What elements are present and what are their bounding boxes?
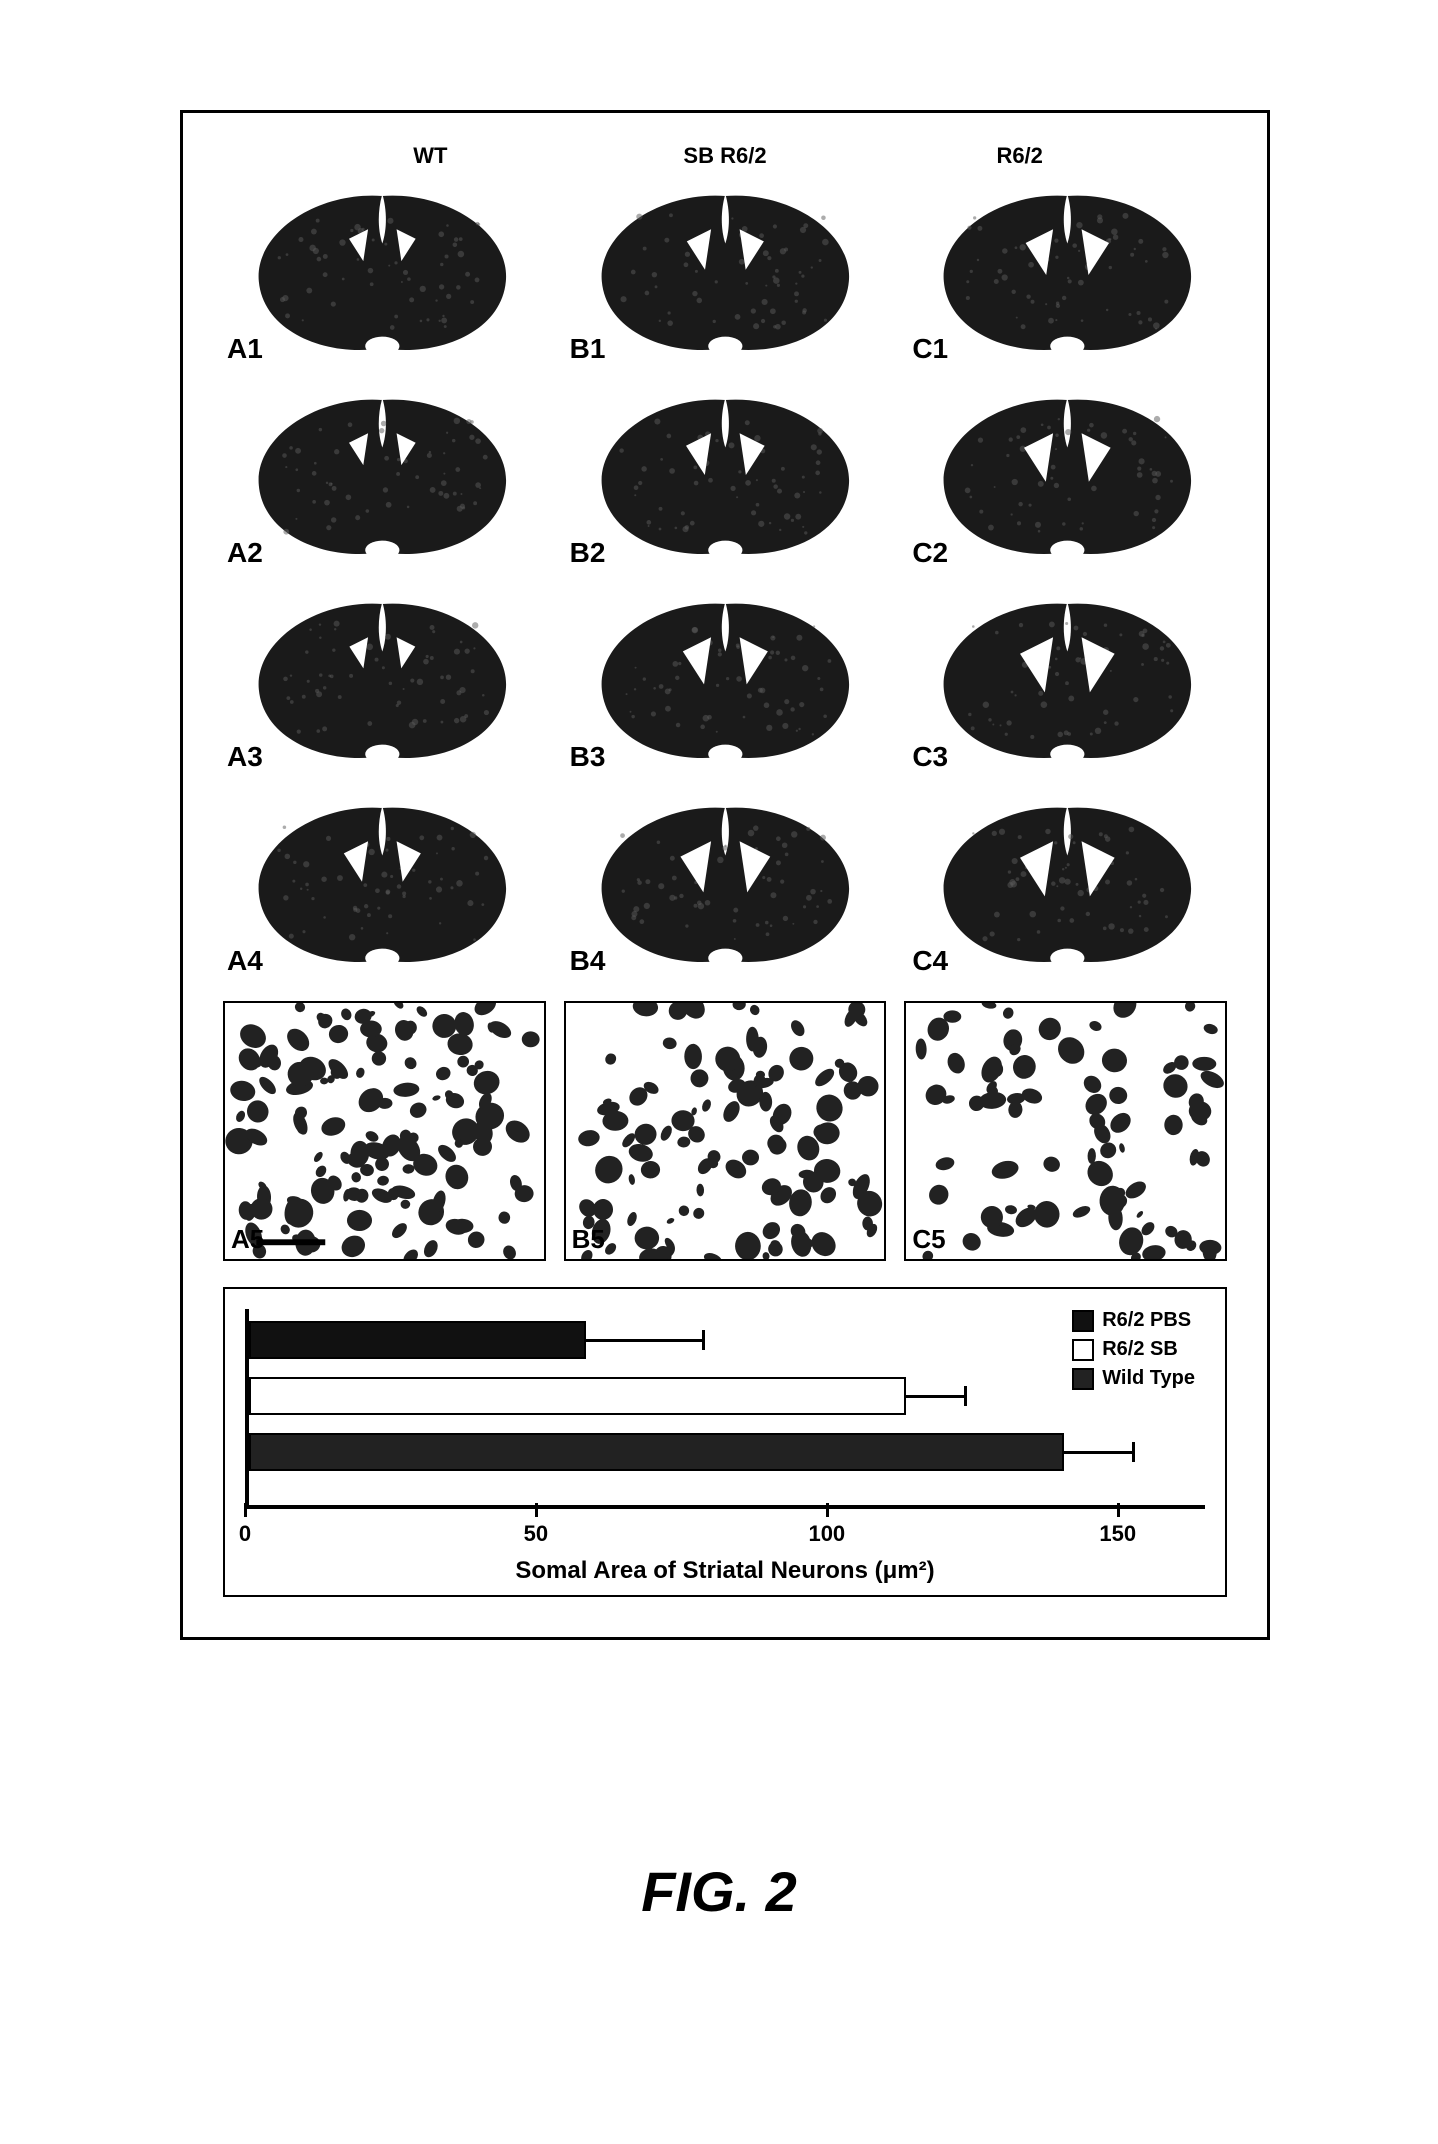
bar-chart: R6/2 PBS R6/2 SB Wild Type 050100150 Som…	[223, 1287, 1227, 1597]
x-tick-label: 0	[239, 1521, 251, 1547]
brain-c1: C1	[908, 177, 1227, 367]
brain-c3: C3	[908, 585, 1227, 775]
brain-a1: A1	[223, 177, 542, 367]
brain-b4: B4	[566, 789, 885, 979]
label-c5: C5	[912, 1224, 945, 1255]
errorbar-r62sb	[906, 1395, 964, 1398]
label-a5: A5	[231, 1224, 264, 1255]
label-b3: B3	[570, 741, 606, 773]
col-header-wt: WT	[283, 143, 578, 169]
x-tick	[535, 1503, 538, 1517]
x-tick	[826, 1503, 829, 1517]
histology-row: A5 B5 C5	[223, 1001, 1227, 1261]
errorbar-r62pbs	[586, 1339, 702, 1342]
col-header-r62: R6/2	[872, 143, 1167, 169]
brain-b1: B1	[566, 177, 885, 367]
brain-c2: C2	[908, 381, 1227, 571]
figure-caption: FIG. 2	[641, 1859, 797, 1924]
brain-section-grid: A1 B1 C1 A2 B2 C2 A3 B3 C3 A4 B4 C4	[223, 177, 1227, 979]
errorcap-r62sb	[964, 1386, 967, 1406]
brain-b2: B2	[566, 381, 885, 571]
x-axis	[245, 1505, 1205, 1509]
label-c2: C2	[912, 537, 948, 569]
col-header-sb: SB R6/2	[578, 143, 873, 169]
label-a1: A1	[227, 333, 263, 365]
brain-b3: B3	[566, 585, 885, 775]
errorcap-r62pbs	[702, 1330, 705, 1350]
brain-a2: A2	[223, 381, 542, 571]
bar-wt	[249, 1433, 1064, 1471]
bar-r62sb	[249, 1377, 906, 1415]
label-a4: A4	[227, 945, 263, 977]
histology-c5: C5	[904, 1001, 1227, 1261]
column-headers: WT SB R6/2 R6/2	[223, 143, 1227, 177]
label-b4: B4	[570, 945, 606, 977]
label-c1: C1	[912, 333, 948, 365]
brain-a4: A4	[223, 789, 542, 979]
chart-plot-area: 050100150	[245, 1309, 1205, 1509]
errorbar-wt	[1064, 1451, 1134, 1454]
x-tick-label: 50	[524, 1521, 548, 1547]
label-b5: B5	[572, 1224, 605, 1255]
label-a3: A3	[227, 741, 263, 773]
figure-container: WT SB R6/2 R6/2 A1 B1 C1 A2 B2 C2 A3 B3 …	[180, 110, 1270, 1640]
label-c3: C3	[912, 741, 948, 773]
x-tick	[244, 1503, 247, 1517]
errorcap-wt	[1132, 1442, 1135, 1462]
label-a2: A2	[227, 537, 263, 569]
histology-b5: B5	[564, 1001, 887, 1261]
histology-a5: A5	[223, 1001, 546, 1261]
label-b1: B1	[570, 333, 606, 365]
brain-a3: A3	[223, 585, 542, 775]
bar-r62pbs	[249, 1321, 586, 1359]
label-b2: B2	[570, 537, 606, 569]
label-c4: C4	[912, 945, 948, 977]
x-axis-title: Somal Area of Striatal Neurons (μm²)	[245, 1557, 1205, 1585]
x-tick-label: 100	[808, 1521, 845, 1547]
brain-c4: C4	[908, 789, 1227, 979]
x-tick	[1117, 1503, 1120, 1517]
x-tick-label: 150	[1099, 1521, 1136, 1547]
